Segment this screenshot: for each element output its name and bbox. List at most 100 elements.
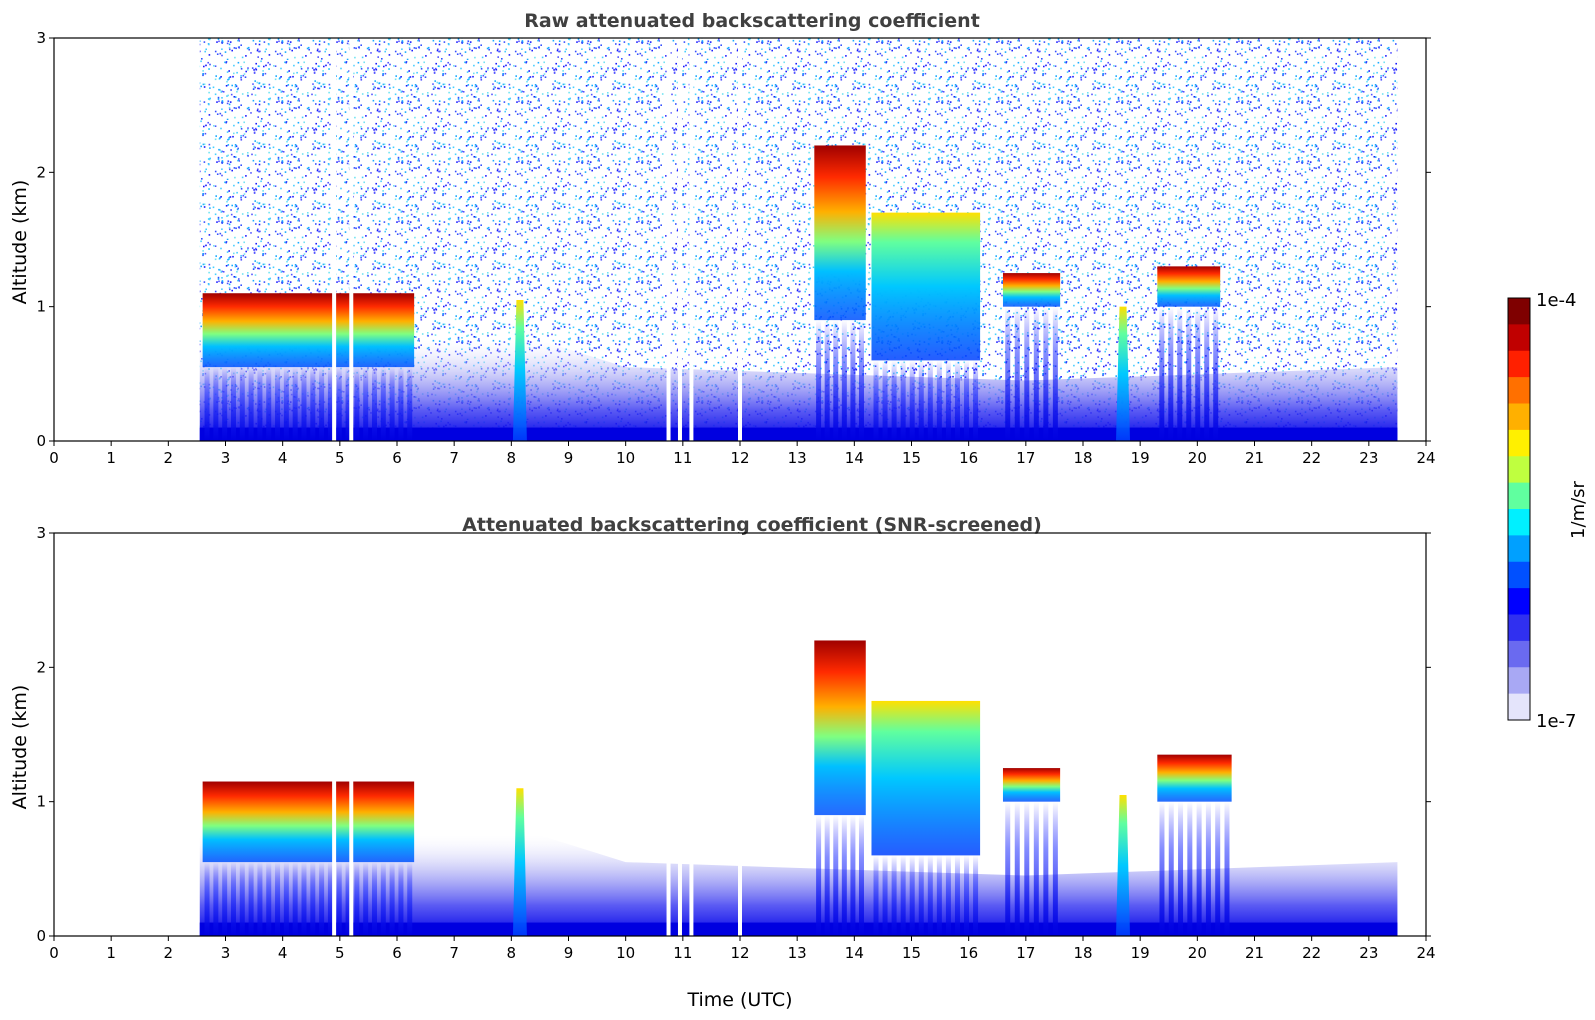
cloud-streak bbox=[1195, 306, 1201, 441]
colorbar-max-label: 1e-4 bbox=[1536, 290, 1576, 311]
screened-axis-ticks: 0 1 2 3 4 5 6 7 8 9 10 11 12 13 14 15 16 17 18 19 20 21 22 23 24… bbox=[36, 524, 1435, 962]
cloud-streak bbox=[973, 360, 979, 441]
cloud-streak bbox=[1024, 801, 1030, 936]
data-gap bbox=[677, 38, 682, 441]
cloud-streak bbox=[1168, 801, 1174, 936]
data-gap bbox=[738, 533, 742, 936]
colorbar-swatch bbox=[1508, 588, 1530, 616]
cloud-streak bbox=[841, 815, 847, 936]
cloud-streak bbox=[850, 320, 856, 441]
cloud-streak bbox=[327, 862, 333, 936]
x-tick-label: 13 bbox=[788, 944, 807, 962]
cloud-streak bbox=[1178, 801, 1184, 936]
cloud-streak bbox=[398, 367, 404, 441]
data-gap bbox=[677, 533, 682, 936]
cloud-streak bbox=[407, 862, 413, 936]
cloud-streak bbox=[1159, 306, 1165, 441]
cloud-streak bbox=[1033, 801, 1039, 936]
x-tick-label: 20 bbox=[1188, 944, 1207, 962]
x-tick-label: 4 bbox=[278, 449, 288, 467]
cloud-streak bbox=[1177, 306, 1183, 441]
x-tick-label: 12 bbox=[730, 449, 749, 467]
x-tick-label: 2 bbox=[164, 944, 174, 962]
cloud-streak bbox=[858, 815, 864, 936]
x-tick-label: 23 bbox=[1359, 944, 1378, 962]
cloud-streak bbox=[1005, 801, 1011, 936]
colorbar-swatch bbox=[1508, 693, 1530, 721]
cloud-streak bbox=[891, 360, 897, 441]
cloud-streak bbox=[292, 862, 298, 936]
y-tick-label: 0 bbox=[36, 432, 46, 450]
cloud-streak bbox=[283, 862, 289, 936]
cloud-streak bbox=[882, 360, 888, 441]
cloud-streak bbox=[248, 862, 254, 936]
cloud-streak bbox=[1024, 306, 1030, 441]
x-tick-label: 10 bbox=[616, 449, 635, 467]
cloud-streak bbox=[204, 862, 210, 936]
cloud-streak bbox=[389, 367, 395, 441]
cloud-layer bbox=[1157, 266, 1221, 307]
cloud-streak bbox=[964, 855, 970, 936]
cloud-streak bbox=[833, 815, 839, 936]
x-tick-label: 3 bbox=[221, 449, 231, 467]
x-tick-label: 18 bbox=[1073, 944, 1092, 962]
screened-y-axis-label: Altitude (km) bbox=[9, 685, 31, 810]
raw-heatmap-area bbox=[199, 38, 1398, 441]
x-tick-label: 2 bbox=[164, 449, 174, 467]
cloud-streak bbox=[850, 815, 856, 936]
cloud-streak bbox=[873, 855, 879, 936]
cloud-streak bbox=[954, 360, 960, 441]
colorbar-min-label: 1e-7 bbox=[1536, 711, 1576, 732]
cloud-streak bbox=[1014, 801, 1020, 936]
cloud-layer bbox=[1002, 273, 1061, 307]
x-tick-label: 21 bbox=[1245, 944, 1264, 962]
surface-band bbox=[199, 427, 1398, 441]
cloud-streak bbox=[891, 855, 897, 936]
x-tick-label: 15 bbox=[902, 449, 921, 467]
cloud-streak bbox=[900, 360, 906, 441]
cloud-streak bbox=[275, 862, 281, 936]
cloud-streak bbox=[380, 862, 386, 936]
cloud-streak bbox=[310, 862, 316, 936]
cloud-streak bbox=[945, 855, 951, 936]
cloud-streak bbox=[824, 815, 830, 936]
cloud-streak bbox=[380, 367, 386, 441]
cloud-layer bbox=[814, 145, 866, 321]
boundary-layer bbox=[199, 835, 1398, 936]
raw-axis-ticks: 0 1 2 3 4 5 6 7 8 9 10 11 12 13 14 15 16 17 18 19 20 21 22 23 24… bbox=[36, 29, 1435, 467]
cloud-streak bbox=[833, 320, 839, 441]
x-tick-label: 7 bbox=[449, 944, 459, 962]
cloud-layer bbox=[202, 293, 415, 368]
colorbar-swatch bbox=[1508, 377, 1530, 405]
cloud-streak bbox=[1043, 306, 1049, 441]
colorbar-swatch bbox=[1508, 456, 1530, 484]
cloud-streak bbox=[230, 862, 236, 936]
screened-panel-title: Attenuated backscattering coefficient (S… bbox=[462, 514, 1042, 536]
screened-backscatter-panel: Attenuated backscattering coefficient (S… bbox=[9, 514, 1436, 1011]
x-tick-label: 3 bbox=[221, 944, 231, 962]
colorbar-swatch bbox=[1508, 324, 1530, 352]
data-gap bbox=[689, 533, 694, 936]
cloud-streak bbox=[1052, 306, 1058, 441]
data-gap bbox=[332, 533, 337, 936]
cloud-layer bbox=[871, 700, 981, 856]
cloud-streak bbox=[1213, 306, 1219, 441]
cloud-streak bbox=[918, 360, 924, 441]
y-tick-label: 0 bbox=[36, 927, 46, 945]
x-tick-label: 11 bbox=[673, 449, 692, 467]
cloud-streak bbox=[257, 367, 263, 441]
cloud-streak bbox=[927, 855, 933, 936]
x-tick-label: 1 bbox=[106, 944, 116, 962]
x-tick-label: 24 bbox=[1416, 944, 1435, 962]
y-tick-label: 1 bbox=[36, 793, 46, 811]
cloud-streak bbox=[900, 855, 906, 936]
x-tick-label: 19 bbox=[1131, 449, 1150, 467]
x-tick-label: 23 bbox=[1359, 449, 1378, 467]
cloud-streak bbox=[371, 367, 377, 441]
cloud-streak bbox=[213, 862, 219, 936]
cloud-streak bbox=[213, 367, 219, 441]
colorbar-swatch bbox=[1508, 614, 1530, 642]
cloud-streak bbox=[973, 855, 979, 936]
cloud-streak bbox=[1159, 801, 1165, 936]
